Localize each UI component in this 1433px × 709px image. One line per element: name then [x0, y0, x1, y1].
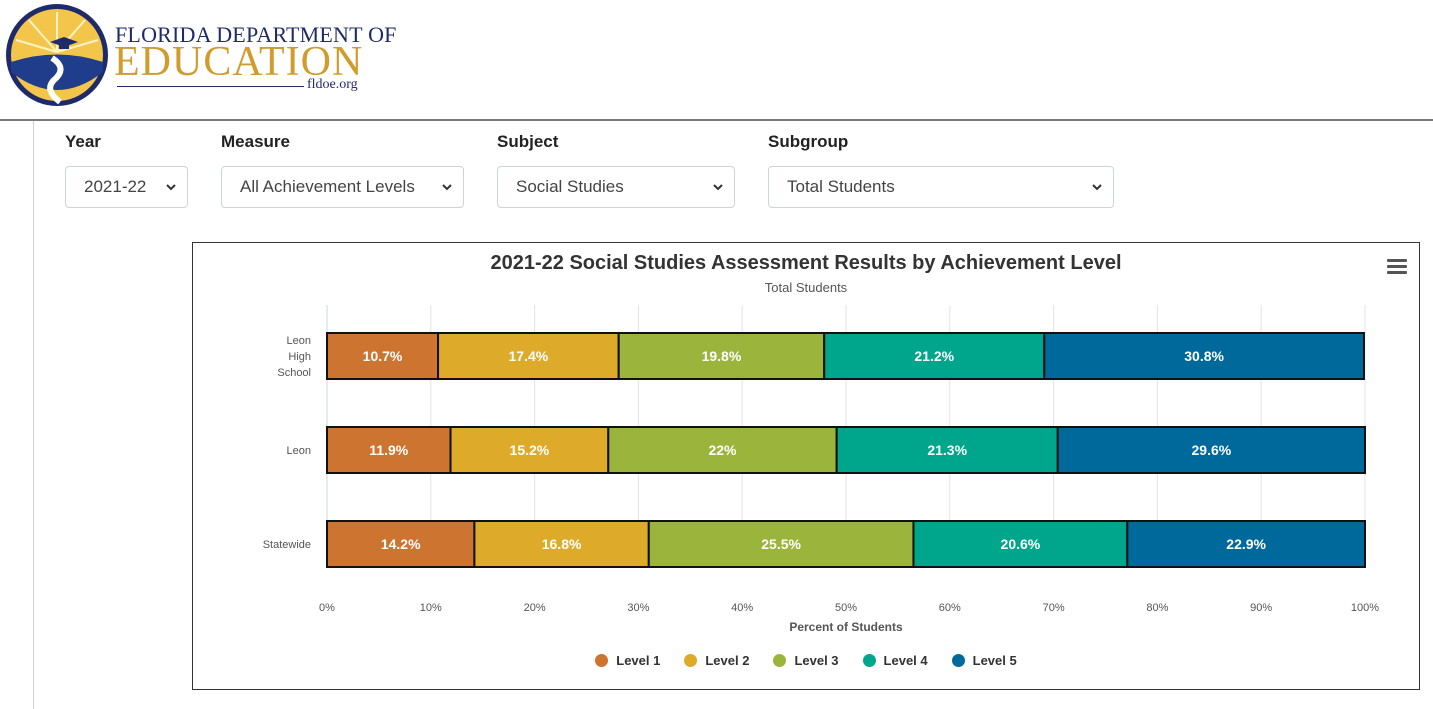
subgroup-filter: Subgroup: [768, 132, 848, 156]
subgroup-select-value: Total Students: [787, 177, 895, 196]
subject-filter: Subject: [497, 132, 558, 156]
chart-menu-icon[interactable]: [1387, 259, 1407, 275]
site-header: FLORIDA DEPARTMENT OF EDUCATION fldoe.or…: [0, 0, 1433, 120]
legend-marker-icon: [684, 654, 698, 667]
data-label: 21.2%: [914, 348, 954, 364]
legend-marker-icon: [951, 654, 965, 667]
data-label: 22%: [708, 442, 737, 458]
subgroup-label: Subgroup: [768, 132, 849, 151]
bar-segment: [1043, 332, 1365, 380]
y-category-label: School: [277, 367, 311, 379]
x-tick-label: 50%: [835, 602, 857, 614]
fldoe-logo[interactable]: FLORIDA DEPARTMENT OF EDUCATION fldoe.or…: [4, 2, 396, 110]
data-label: 25.5%: [761, 536, 801, 552]
legend-label: Level 4: [883, 653, 928, 668]
subgroup-select[interactable]: Total Students: [768, 166, 1114, 208]
data-label: 17.4%: [509, 348, 549, 364]
bar-segment: [912, 520, 1129, 568]
data-label: 29.6%: [1192, 442, 1232, 458]
header-divider: [0, 119, 1433, 121]
logo-line-1: FLORIDA DEPARTMENT OF: [115, 22, 397, 47]
measure-filter: Measure: [221, 132, 290, 156]
x-tick-label: 80%: [1146, 602, 1168, 614]
subject-select-value: Social Studies: [516, 177, 624, 196]
data-label: 20.6%: [1001, 536, 1041, 552]
x-tick-label: 30%: [627, 602, 649, 614]
legend-item[interactable]: Level 4: [862, 653, 928, 668]
x-tick-label: 60%: [939, 602, 961, 614]
measure-select[interactable]: All Achievement Levels: [221, 166, 464, 208]
bar-segment: [607, 426, 838, 474]
x-tick-label: 100%: [1351, 602, 1379, 614]
chevron-down-icon: [166, 184, 176, 191]
legend-item[interactable]: Level 2: [684, 653, 749, 668]
data-label: 21.3%: [927, 442, 967, 458]
chart-title: 2021-22 Social Studies Assessment Result…: [490, 252, 1122, 274]
bar-segment: [835, 426, 1059, 474]
year-filter: Year: [65, 132, 101, 156]
bar-segment: [1056, 426, 1366, 474]
legend-label: Level 3: [794, 653, 839, 668]
measure-select-value: All Achievement Levels: [240, 177, 415, 196]
data-label: 16.8%: [542, 536, 582, 552]
chart-container: 2021-22 Social Studies Assessment Result…: [192, 242, 1420, 690]
bar-segment: [823, 332, 1046, 380]
data-label: 11.9%: [369, 442, 408, 458]
bar-segment: [437, 332, 620, 380]
legend-item[interactable]: Level 3: [773, 653, 839, 668]
chart-legend: Level 1 Level 2 Level 3 Level 4 Level 5: [193, 653, 1419, 668]
legend-label: Level 5: [972, 653, 1017, 668]
bar-segment: [326, 332, 440, 380]
data-label: 14.2%: [381, 536, 421, 552]
bar-segment: [617, 332, 826, 380]
y-category-label: Leon: [287, 335, 311, 347]
x-axis-title: Percent of Students: [789, 620, 903, 634]
measure-label: Measure: [221, 132, 290, 151]
legend-marker-icon: [773, 654, 787, 667]
bar-segment: [1126, 520, 1366, 568]
year-select-value: 2021-22: [84, 177, 147, 196]
subject-label: Subject: [497, 132, 559, 151]
year-select[interactable]: 2021-22: [65, 166, 188, 208]
x-tick-label: 20%: [524, 602, 546, 614]
subject-select[interactable]: Social Studies: [497, 166, 735, 208]
x-tick-label: 0%: [319, 602, 335, 614]
chart-subtitle: Total Students: [764, 280, 848, 295]
chevron-down-icon: [713, 184, 723, 191]
logo-line-2: EDUCATION: [114, 39, 364, 85]
bar-segment: [647, 520, 915, 568]
logo-divider: [117, 86, 304, 87]
legend-item[interactable]: Level 1: [595, 653, 660, 668]
data-label: 19.8%: [702, 348, 742, 364]
chevron-down-icon: [1092, 184, 1102, 191]
chevron-down-icon: [442, 184, 452, 191]
data-label: 22.9%: [1226, 536, 1266, 552]
data-label: 10.7%: [363, 348, 403, 364]
legend-item[interactable]: Level 5: [951, 653, 1017, 668]
legend-marker-icon: [862, 654, 876, 667]
fldoe-seal-icon: [6, 4, 108, 106]
legend-label: Level 2: [705, 653, 750, 668]
data-label: 15.2%: [510, 442, 550, 458]
year-label: Year: [65, 132, 101, 151]
x-tick-label: 40%: [731, 602, 753, 614]
x-tick-label: 90%: [1250, 602, 1272, 614]
x-tick-label: 70%: [1043, 602, 1065, 614]
stacked-bar-chart: 0% 10% 20% 30% 40% 50% 60% 70% 80% 90% 100% Percent…: [263, 305, 1379, 634]
legend-marker-icon: [595, 654, 609, 667]
bar-segment: [449, 426, 610, 474]
data-label: 30.8%: [1184, 348, 1224, 364]
left-border: [33, 121, 34, 709]
y-category-label: Statewide: [263, 539, 311, 551]
legend-label: Level 1: [616, 653, 661, 668]
y-category-label: Leon: [287, 445, 311, 457]
x-tick-label: 10%: [420, 602, 442, 614]
y-category-label: High: [288, 351, 311, 363]
logo-url: fldoe.org: [307, 77, 358, 92]
